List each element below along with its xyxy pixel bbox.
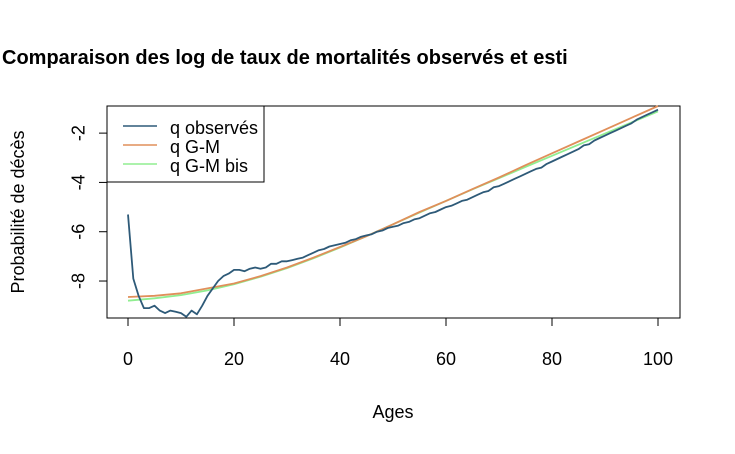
series-line-q-observes: [127, 108, 659, 318]
x-axis-label: Ages: [372, 402, 413, 422]
y-axis-label: Probabilité de décès: [8, 130, 28, 293]
legend-label-q-gm-bis: q G-M bis: [170, 156, 248, 176]
x-tick-label: 80: [542, 349, 562, 369]
x-tick-label: 20: [224, 349, 244, 369]
x-tick-label: 100: [643, 349, 673, 369]
chart-title: Comparaison des log de taux de mortalité…: [2, 47, 568, 69]
x-tick-label: 60: [436, 349, 456, 369]
x-axis: 0 20 40 60 80 100: [123, 317, 673, 369]
series-group: [127, 105, 659, 318]
legend-label-q-gm: q G-M: [170, 137, 220, 157]
x-tick-label: 40: [330, 349, 350, 369]
y-tick-label: -6: [68, 224, 88, 240]
y-tick-label: -8: [68, 273, 88, 289]
y-axis: -8 -6 -4 -2: [68, 125, 108, 289]
y-tick-label: -2: [68, 125, 88, 141]
legend-label-q-observes: q observés: [170, 118, 258, 138]
legend-box: [106, 105, 265, 183]
x-tick-label: 0: [123, 349, 133, 369]
legend: q observés q G-M q G-M bis: [106, 105, 265, 183]
y-tick-label: -4: [68, 174, 88, 190]
series-line-q-gm: [127, 105, 659, 298]
